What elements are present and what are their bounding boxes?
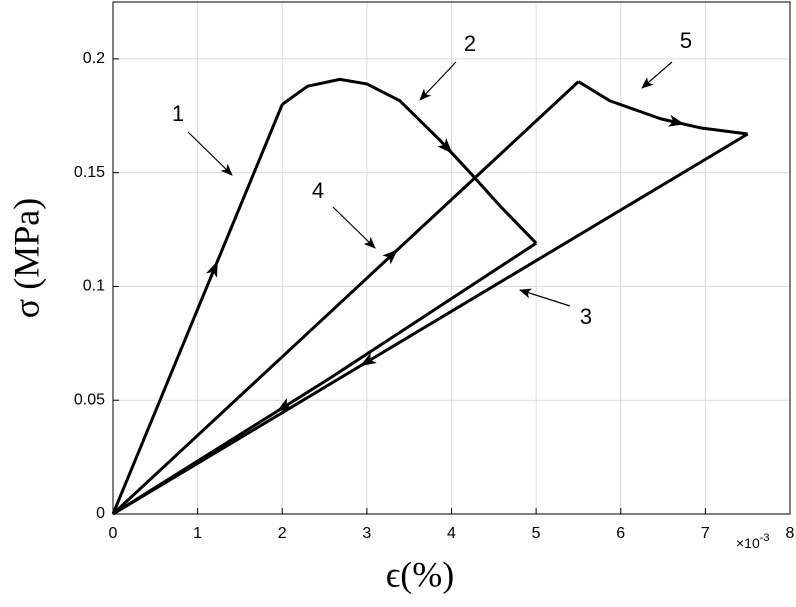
x-tick-label: 8	[786, 525, 795, 542]
series-line	[112, 132, 749, 516]
y-axis-label: σ (MPa)	[6, 198, 46, 318]
series-line	[112, 241, 537, 516]
x-tick-label: 4	[447, 525, 456, 542]
x-tick-label: 5	[532, 525, 541, 542]
direction-arrow	[667, 114, 685, 127]
direction-arrow	[382, 249, 399, 265]
x-tick-label: 7	[701, 525, 710, 542]
annotation: 4	[312, 178, 324, 203]
direction-arrow	[437, 138, 453, 154]
y-tick-label: 0.15	[74, 164, 105, 181]
series-line	[281, 77, 538, 245]
annotation-arrow	[419, 61, 457, 101]
annotation-arrow	[187, 131, 233, 176]
x-tick-label: 3	[362, 525, 371, 542]
series-line	[111, 103, 284, 515]
y-tick-label: 0	[96, 505, 105, 522]
x-tick-label: 0	[109, 525, 118, 542]
series-line	[111, 80, 580, 516]
x-multiplier: ×10-3	[736, 532, 770, 551]
annotation-arrow	[332, 206, 376, 249]
direction-arrow	[360, 352, 377, 367]
annotation-arrow	[641, 61, 673, 89]
direction-arrow	[205, 260, 218, 278]
x-multiplier-base: ×10	[736, 535, 760, 551]
x-multiplier-exponent: -3	[760, 532, 770, 544]
y-tick-label: 0.05	[74, 391, 105, 408]
y-tick-label: 0.1	[83, 278, 105, 295]
annotation: 1	[172, 101, 184, 126]
x-tick-label: 2	[278, 525, 287, 542]
annotation: 2	[464, 31, 476, 56]
x-axis-label: ϵ(%)	[386, 554, 455, 594]
y-tick-label: 0.2	[83, 50, 105, 67]
annotation-arrow	[519, 288, 571, 307]
x-tick-label: 1	[193, 525, 202, 542]
annotation: 5	[680, 28, 692, 53]
plot-frame	[112, 1, 791, 515]
annotation: 3	[580, 304, 592, 329]
x-tick-label: 6	[616, 525, 625, 542]
series-line	[577, 80, 748, 136]
